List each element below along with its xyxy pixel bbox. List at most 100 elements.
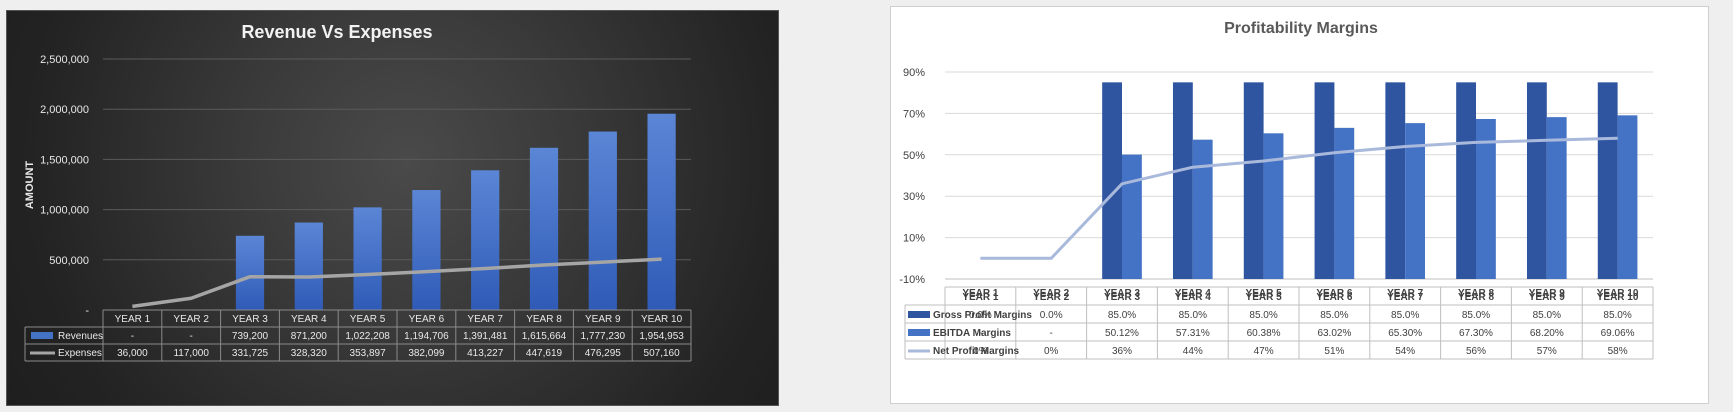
table-cell: 1,777,230 xyxy=(581,331,626,342)
y-tick-label: 70% xyxy=(903,108,925,120)
x-category-label: YEAR 6 xyxy=(409,314,445,325)
table-cell: - xyxy=(1050,328,1053,339)
ebitda-margin-bar xyxy=(1192,139,1213,279)
table-cell: - xyxy=(979,328,982,339)
x-category-label: YEAR 7 xyxy=(467,314,503,325)
table-cell: 85.0% xyxy=(1533,310,1561,321)
table-cell: 1,194,706 xyxy=(404,331,449,342)
table-cell: 85.0% xyxy=(1320,310,1348,321)
table-header-cell: YEAR 4 xyxy=(1175,292,1212,303)
gross-margin-bar xyxy=(1526,82,1547,279)
legend-label: Net Profit Margins xyxy=(933,346,1020,357)
table-cell: 65.30% xyxy=(1388,328,1422,339)
x-category-label: YEAR 8 xyxy=(526,314,562,325)
table-cell: 57.31% xyxy=(1176,328,1210,339)
net-margin-line xyxy=(980,136,1618,260)
y-tick-label: 2,000,000 xyxy=(40,104,89,116)
legend-key xyxy=(908,329,930,336)
legend-key-revenues xyxy=(31,332,53,339)
revenue-bar xyxy=(412,190,441,310)
table-cell: 51% xyxy=(1324,346,1344,357)
gross-margin-bar xyxy=(1385,82,1406,279)
x-category-label: YEAR 4 xyxy=(1175,288,1212,299)
table-cell: 85.0% xyxy=(1603,310,1631,321)
x-category-label: YEAR 2 xyxy=(1033,288,1070,299)
y-tick-label: -10% xyxy=(899,274,925,286)
table-header-cell: YEAR 6 xyxy=(1316,292,1353,303)
table-cell: 353,897 xyxy=(350,348,387,359)
revenue-bar xyxy=(471,170,500,310)
x-category-label: YEAR 10 xyxy=(641,314,683,325)
x-category-label: YEAR 5 xyxy=(1246,288,1283,299)
x-category-label: YEAR 9 xyxy=(585,314,621,325)
legend-key xyxy=(908,311,930,318)
revenue-bar xyxy=(588,131,617,310)
y-tick-label: - xyxy=(85,305,89,317)
table-cell: 67.30% xyxy=(1459,328,1493,339)
table-header-cell: YEAR 7 xyxy=(1387,292,1424,303)
table-cell: - xyxy=(190,331,193,342)
table-cell: 54% xyxy=(1395,346,1415,357)
table-cell: 36,000 xyxy=(117,348,148,359)
table-cell: 0% xyxy=(1044,346,1059,357)
table-header-cell: YEAR 1 xyxy=(962,292,999,303)
table-cell: 85.0% xyxy=(1462,310,1490,321)
table-header-cell: YEAR 10 xyxy=(1597,292,1639,303)
x-category-label: YEAR 1 xyxy=(115,314,151,325)
revenue-vs-expenses-chart: Revenue Vs Expenses AMOUNT - 500,000 1,000,0… xyxy=(6,10,779,406)
ebitda-margin-bar xyxy=(1546,117,1567,279)
y-tick-label: 50% xyxy=(903,150,925,162)
table-cell: 69.06% xyxy=(1601,328,1635,339)
ebitda-margin-bar xyxy=(1263,133,1284,279)
table-cell: 0% xyxy=(973,346,988,357)
table-cell: 63.02% xyxy=(1317,328,1351,339)
table-cell: - xyxy=(131,331,134,342)
table-header-cell: YEAR 5 xyxy=(1246,292,1283,303)
table-cell: 507,160 xyxy=(644,348,681,359)
table-cell: 413,227 xyxy=(467,348,504,359)
legend-label: EBITDA Margins xyxy=(933,328,1011,339)
table-cell: 476,295 xyxy=(585,348,622,359)
table-cell: 50.12% xyxy=(1105,328,1139,339)
table-cell: 739,200 xyxy=(232,331,269,342)
table-cell: 44% xyxy=(1183,346,1203,357)
y-tick-label: 2,500,000 xyxy=(40,54,89,66)
revenue-bar xyxy=(647,113,676,310)
table-cell: 1,954,953 xyxy=(639,331,684,342)
table-cell: 871,200 xyxy=(291,331,328,342)
y-tick-label: 1,000,000 xyxy=(40,205,89,217)
table-header-cell: YEAR 3 xyxy=(1104,292,1141,303)
y-axis-label: AMOUNT xyxy=(24,161,36,210)
gross-margin-bar xyxy=(1597,82,1618,279)
chart-title: Profitability Margins xyxy=(1224,20,1378,37)
table-cell: 0.0% xyxy=(1040,310,1063,321)
table-header-cell: YEAR 2 xyxy=(1033,292,1070,303)
ebitda-margin-bar xyxy=(1405,123,1426,279)
table-cell: 47% xyxy=(1254,346,1274,357)
x-category-label: YEAR 3 xyxy=(232,314,268,325)
table-cell: 382,099 xyxy=(408,348,445,359)
table-cell: 56% xyxy=(1466,346,1486,357)
table-cell: 85.0% xyxy=(1108,310,1136,321)
table-cell: 85.0% xyxy=(1249,310,1277,321)
ebitda-margin-bar xyxy=(1476,118,1496,279)
ebitda-margin-bar xyxy=(1334,127,1355,279)
table-cell: 57% xyxy=(1537,346,1557,357)
x-category-label: YEAR 2 xyxy=(173,314,209,325)
table-cell: 60.38% xyxy=(1247,328,1281,339)
legend-label: Gross Profit Margins xyxy=(933,310,1032,321)
table-cell: 1,615,664 xyxy=(522,331,567,342)
table-cell: 85.0% xyxy=(1179,310,1207,321)
y-tick-label: 10% xyxy=(903,233,925,245)
x-category-label: YEAR 4 xyxy=(291,314,327,325)
chart-title: Revenue Vs Expenses xyxy=(241,22,432,42)
x-category-label: YEAR 5 xyxy=(350,314,386,325)
y-tick-label: 1,500,000 xyxy=(40,154,89,166)
gross-margin-bar xyxy=(1456,82,1476,279)
ebitda-margin-bar xyxy=(1617,115,1638,280)
table-cell: 0.0% xyxy=(969,310,992,321)
table-header-cell: YEAR 9 xyxy=(1529,292,1566,303)
ebitda-margin-bar xyxy=(1122,154,1142,279)
x-category-label: YEAR 8 xyxy=(1458,288,1495,299)
table-cell: 68.20% xyxy=(1530,328,1564,339)
